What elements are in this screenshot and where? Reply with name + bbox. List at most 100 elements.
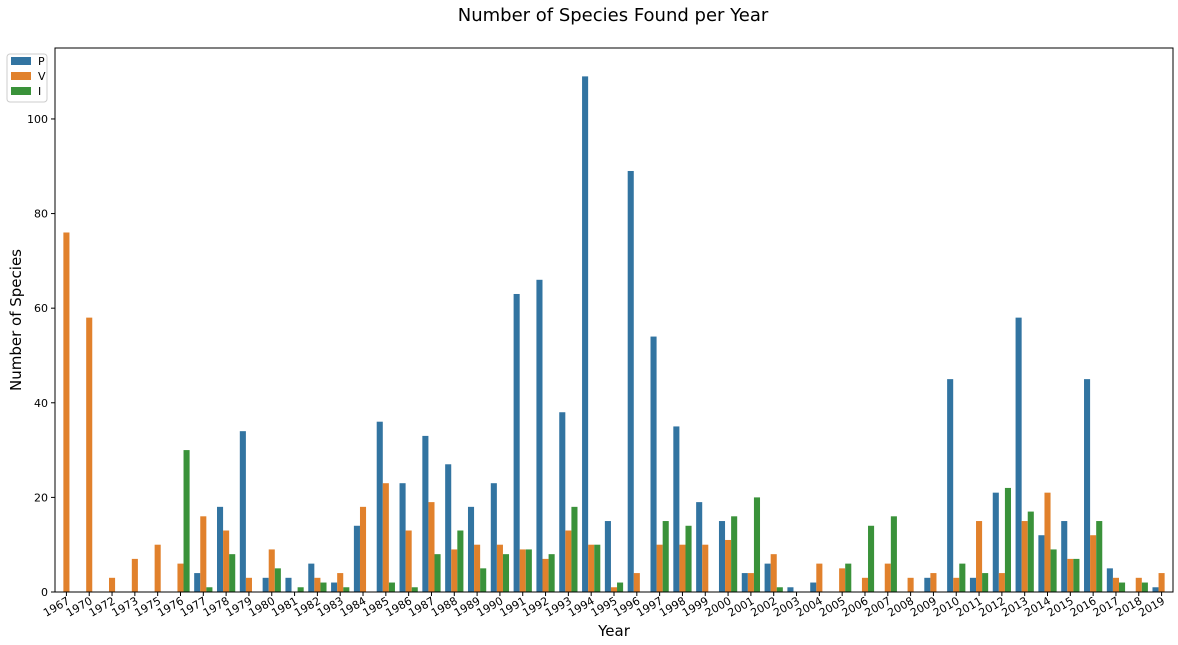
bar-P-1996 [627, 170, 634, 593]
bar-I-1987 [434, 554, 441, 592]
bar-I-2007 [890, 516, 897, 592]
bar-P-2010 [947, 379, 954, 592]
bar-I-1991 [525, 549, 532, 592]
bar-I-2014 [1050, 549, 1057, 592]
bar-I-2002 [776, 587, 783, 592]
bar-I-1982 [320, 582, 327, 592]
x-axis-title: Year [597, 622, 631, 640]
bar-V-2013 [1021, 521, 1028, 592]
bar-I-1994 [594, 544, 601, 592]
bar-V-1990 [496, 544, 503, 592]
bar-P-2002 [764, 563, 771, 592]
bar-V-1993 [565, 530, 572, 592]
legend-label-V: V [38, 70, 46, 83]
bar-I-1977 [206, 587, 213, 592]
bar-P-2000 [718, 521, 726, 592]
bar-I-1988 [457, 530, 464, 592]
bar-I-2005 [845, 563, 852, 592]
bar-V-2005 [839, 568, 846, 592]
bar-V-1996 [633, 573, 640, 592]
bar-I-2001 [753, 497, 761, 592]
bar-I-2017 [1119, 582, 1126, 592]
bar-V-2018 [1135, 577, 1142, 592]
bar-I-2006 [868, 525, 875, 592]
bar-I-1976 [183, 450, 190, 592]
bar-I-1993 [571, 506, 578, 592]
x-tick-label: 2019 [1136, 594, 1167, 619]
bar-P-1994 [582, 76, 589, 592]
bar-V-1975 [154, 544, 161, 592]
bar-V-2014 [1044, 492, 1051, 592]
bar-V-2002 [770, 554, 777, 592]
bar-P-2014 [1038, 535, 1045, 592]
bar-V-1991 [519, 549, 526, 592]
bar-P-1997 [650, 336, 657, 592]
bar-I-1992 [548, 554, 555, 592]
bar-V-1987 [428, 502, 435, 592]
bar-V-2011 [976, 521, 983, 592]
y-tick-label: 40 [34, 397, 48, 410]
bar-V-2016 [1090, 535, 1097, 592]
y-tick-label: 20 [34, 491, 48, 504]
bar-P-2009 [924, 577, 931, 592]
bar-I-2018 [1141, 582, 1148, 592]
bar-V-2004 [816, 563, 823, 592]
bar-V-1997 [656, 544, 663, 592]
bar-P-2012 [992, 492, 999, 592]
bar-P-1983 [331, 582, 338, 592]
bar-P-2001 [741, 573, 748, 592]
bar-V-2012 [998, 573, 1005, 592]
bar-V-2009 [930, 573, 937, 592]
bar-I-2011 [982, 573, 989, 592]
bar-P-1987 [422, 435, 429, 592]
bar-V-1982 [314, 577, 321, 592]
bar-P-1978 [217, 506, 224, 592]
bar-I-2015 [1073, 558, 1080, 592]
bar-V-1979 [245, 577, 252, 592]
bar-P-1991 [513, 293, 520, 592]
y-tick-label: 100 [27, 113, 48, 126]
bar-P-1992 [536, 279, 543, 592]
bar-V-1967 [63, 232, 70, 593]
bar-P-1986 [399, 483, 406, 592]
bar-V-1986 [405, 530, 412, 592]
bar-I-2012 [1004, 487, 1011, 592]
bar-V-2006 [861, 577, 869, 592]
legend-label-P: P [38, 55, 45, 68]
bar-I-1998 [685, 525, 692, 592]
bar-V-1994 [588, 544, 595, 592]
bar-V-1985 [382, 483, 389, 592]
bar-I-1983 [343, 587, 350, 592]
bar-P-1989 [467, 506, 475, 592]
bar-V-1995 [610, 587, 618, 592]
y-tick-label: 0 [41, 586, 48, 599]
bar-P-1985 [376, 421, 383, 592]
bar-V-2015 [1067, 558, 1074, 592]
bar-I-1997 [662, 521, 669, 592]
bar-I-1989 [480, 568, 487, 592]
bar-P-1990 [490, 483, 497, 592]
bar-I-1981 [297, 587, 304, 592]
bar-P-1999 [696, 502, 703, 592]
bar-P-1993 [559, 412, 566, 592]
bar-V-1977 [200, 516, 207, 592]
bar-V-1970 [86, 317, 93, 592]
legend-swatch-P [11, 57, 31, 65]
bar-P-1982 [308, 563, 315, 592]
y-tick-label: 80 [34, 208, 48, 221]
bar-I-2013 [1027, 511, 1034, 592]
bar-P-2016 [1084, 379, 1091, 592]
y-axis-title: Number of Species [7, 249, 25, 391]
bar-I-1985 [388, 582, 395, 592]
bar-I-1986 [411, 587, 418, 592]
bar-I-2010 [959, 563, 966, 592]
bar-V-1988 [451, 549, 458, 592]
bar-P-2013 [1015, 317, 1022, 592]
bar-V-1983 [337, 573, 344, 592]
bar-V-2007 [884, 563, 891, 592]
legend: PVI [6, 53, 48, 103]
bar-P-2019 [1152, 587, 1159, 592]
y-tick-label: 60 [34, 302, 48, 315]
bar-I-1990 [502, 554, 510, 592]
